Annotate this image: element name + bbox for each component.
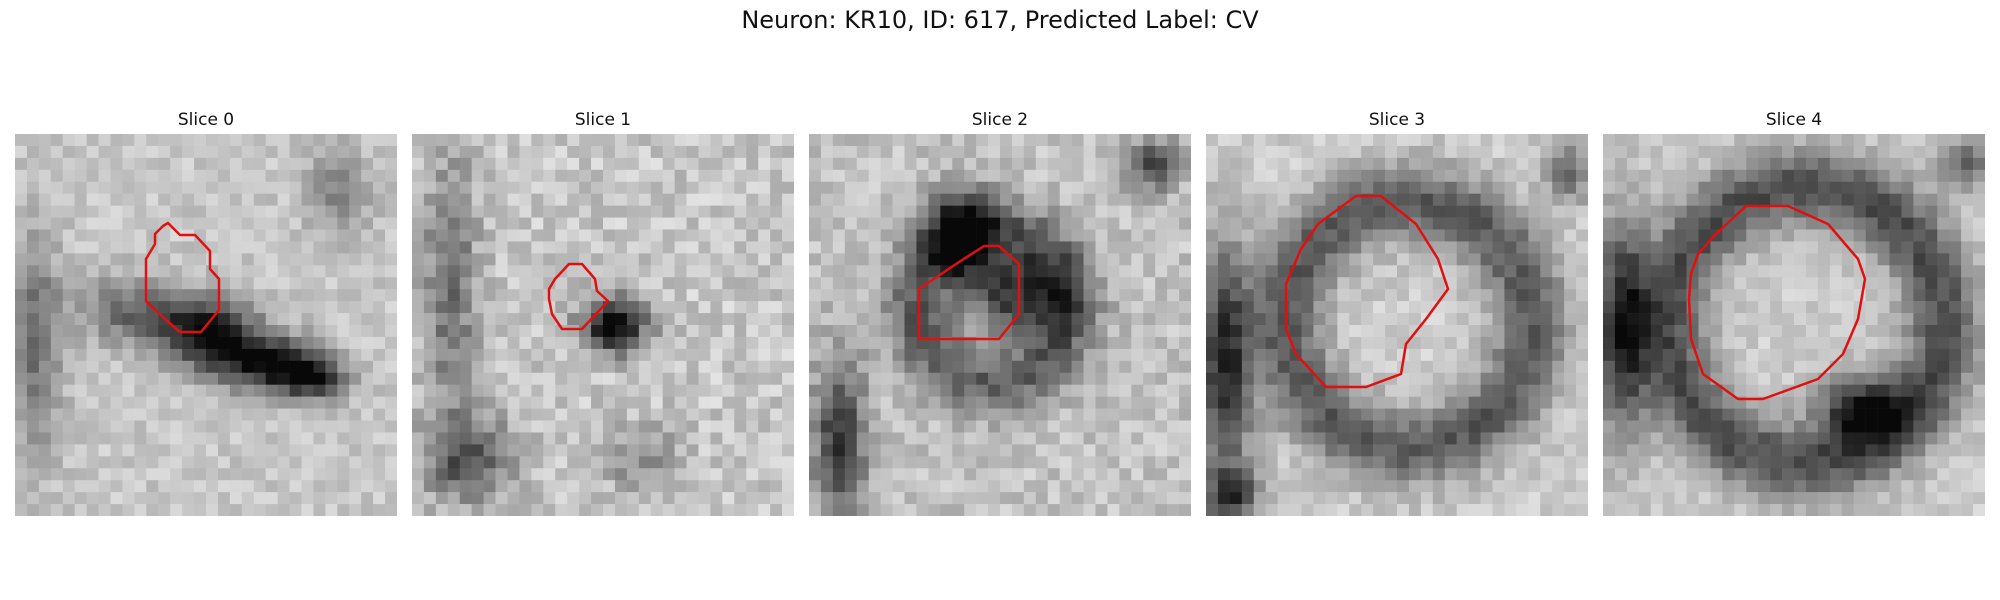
slice-title-4: Slice 4 — [1765, 110, 1823, 130]
slice-outline-1 — [547, 262, 610, 331]
slice-title-1: Slice 1 — [574, 110, 632, 130]
slice-outline-4 — [1687, 204, 1867, 401]
slice-outline-3 — [1284, 194, 1450, 389]
slice-title-3: Slice 3 — [1368, 110, 1426, 130]
slice-panel-2: Slice 2 — [809, 108, 1191, 516]
slice-panel-4: Slice 4 — [1603, 108, 1985, 516]
slice-panel-0: Slice 0 — [15, 108, 397, 516]
slice-outline-2 — [917, 244, 1021, 341]
slice-image-3 — [1206, 134, 1588, 516]
slice-image-4 — [1603, 134, 1985, 516]
slice-image-0 — [15, 134, 397, 516]
slice-title-2: Slice 2 — [971, 110, 1029, 130]
slice-image-2 — [809, 134, 1191, 516]
slice-outline-0 — [144, 221, 221, 334]
slice-panel-1: Slice 1 — [412, 108, 794, 516]
slice-title-0: Slice 0 — [177, 110, 235, 130]
figure-title: Neuron: KR10, ID: 617, Predicted Label: … — [741, 6, 1259, 34]
slice-image-1 — [412, 134, 794, 516]
slice-panel-3: Slice 3 — [1206, 108, 1588, 516]
